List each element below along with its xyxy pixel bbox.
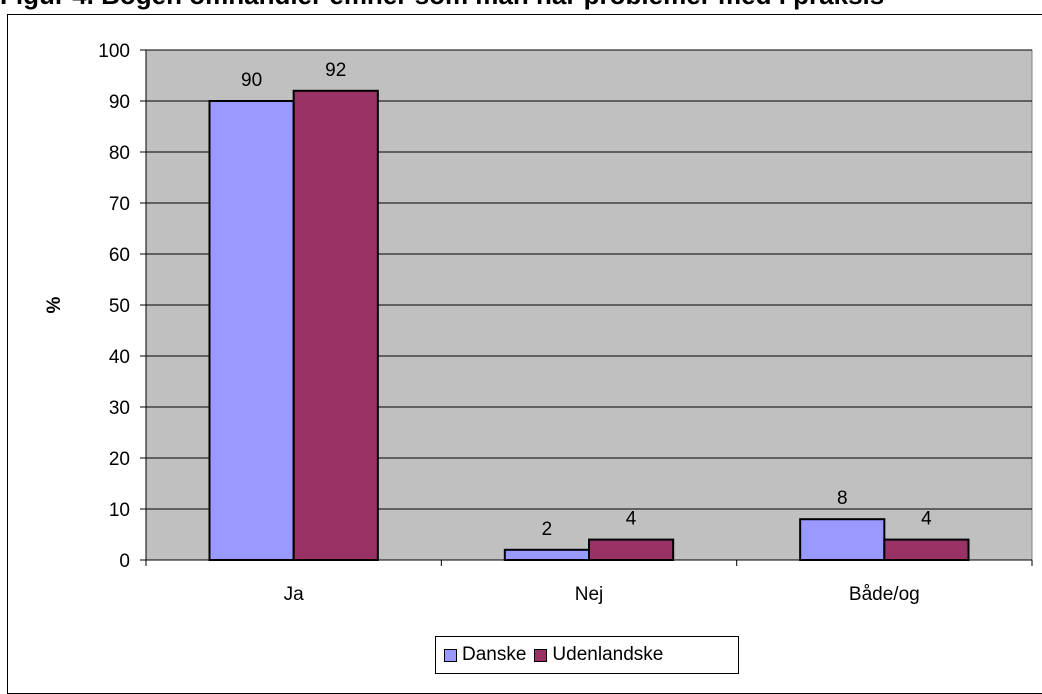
bar-chart: 0 10 20 30 40 50 60 70 80 90 100 Ja Nej Både/og 90 92… — [44, 41, 1033, 605]
data-label: 90 — [241, 70, 262, 91]
data-label: 2 — [542, 519, 553, 540]
y-tick-label: 90 — [109, 92, 130, 113]
data-label: 8 — [837, 488, 848, 509]
legend-swatch-danske — [444, 648, 457, 662]
y-tick-label: 40 — [109, 347, 130, 368]
category-label: Nej — [575, 584, 604, 605]
bar-danske-2 — [799, 518, 886, 562]
category-label: Både/og — [849, 584, 920, 605]
data-label: 4 — [626, 509, 637, 530]
legend-swatch-udenlandske — [534, 648, 548, 662]
y-tick-label: 50 — [109, 296, 130, 317]
y-tick-label: 100 — [98, 41, 130, 62]
bars — [208, 89, 970, 562]
page-title: Figur 4. Bogen omhandler emner som man h… — [0, 0, 884, 11]
y-tick-label: 0 — [119, 551, 130, 572]
y-tick-label: 80 — [109, 143, 130, 164]
tick-labels: 0 10 20 30 40 50 60 70 80 90 100 — [98, 41, 130, 572]
y-tick-label: 30 — [109, 398, 130, 419]
y-axis-title: % — [44, 296, 65, 313]
y-tick-label: 10 — [109, 500, 130, 521]
legend-label-danske: Danske — [462, 644, 527, 665]
y-tick-label: 20 — [109, 449, 130, 470]
category-labels: Ja Nej Både/og — [284, 584, 920, 605]
data-label: 4 — [921, 509, 932, 530]
axes — [140, 49, 1033, 566]
bar-udenlandske-1 — [588, 538, 675, 561]
legend: Danske Udenlandske — [435, 636, 739, 674]
y-tick-label: 60 — [109, 245, 130, 266]
category-label: Ja — [284, 584, 305, 605]
legend-entry-udenlandske: Udenlandske — [534, 644, 663, 666]
legend-label-udenlandske: Udenlandske — [552, 644, 664, 665]
y-tick-label: 70 — [109, 194, 130, 215]
bar-danske-0 — [208, 100, 295, 561]
bar-danske-1 — [503, 548, 590, 561]
data-label: 92 — [325, 60, 346, 81]
bar-udenlandske-0 — [292, 89, 379, 562]
legend-entry-danske: Danske — [444, 644, 526, 666]
bar-udenlandske-2 — [883, 538, 970, 561]
data-labels: 90 92 2 4 8 4 — [241, 60, 932, 540]
